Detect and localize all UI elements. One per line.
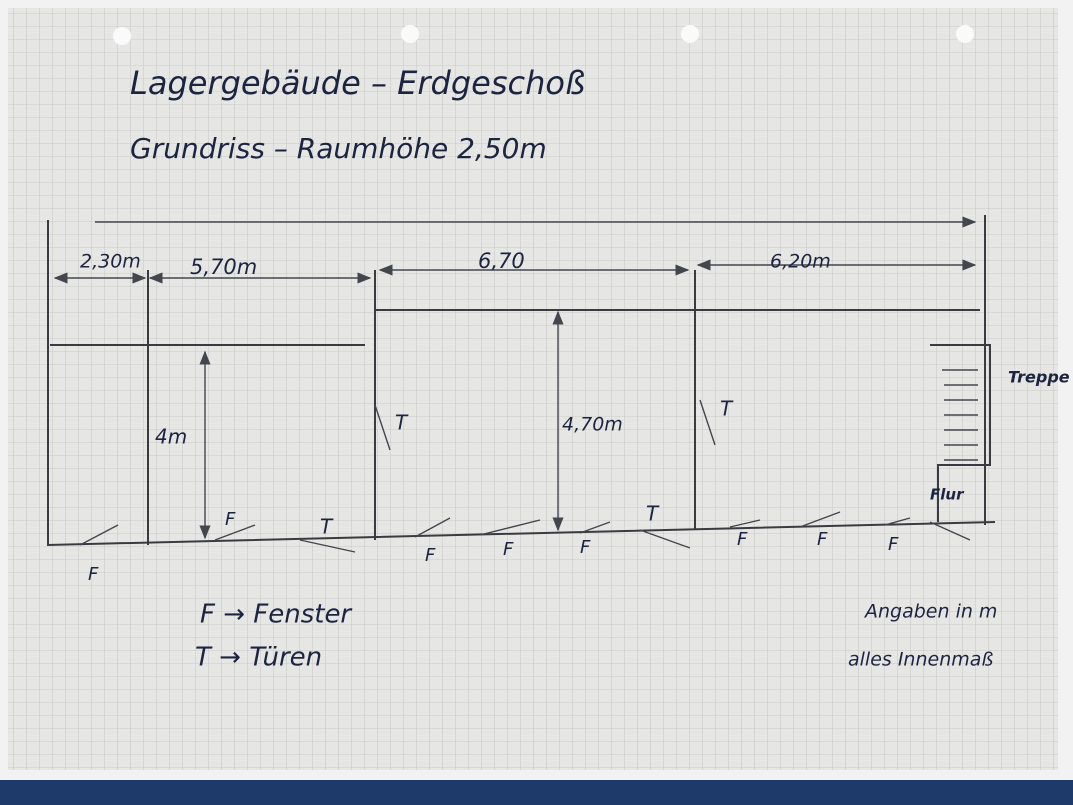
hall-label: Flur: [930, 486, 965, 504]
stairs-label: Treppe: [1008, 368, 1070, 387]
dimension-label: 2,30m: [80, 251, 141, 273]
window-mark: F: [888, 534, 899, 555]
door-mark: T: [320, 515, 334, 539]
grid-paper: [8, 8, 1058, 770]
dimension-label: 4m: [155, 425, 187, 449]
window-mark: F: [817, 529, 828, 550]
window-mark: F: [425, 545, 436, 566]
dimension-lines: [53, 216, 977, 540]
window-mark: F: [225, 509, 236, 530]
openings: [79, 399, 971, 553]
note: Angaben in m: [863, 601, 997, 623]
legend-item: T → Türen: [195, 643, 322, 673]
door-mark: T: [720, 397, 734, 421]
table-edge: [0, 780, 1073, 805]
title: Lagergebäude – Erdgeschoß: [130, 64, 585, 102]
legend-item: F → Fenster: [200, 600, 353, 630]
dimension-label: 6,70: [478, 249, 525, 273]
dimension-label: 6,20m: [770, 251, 831, 273]
door-mark: T: [395, 411, 409, 435]
window-mark: F: [737, 529, 748, 550]
dimension-label: 4,70m: [562, 414, 623, 436]
punch-holes: [113, 25, 974, 45]
stairs: [942, 369, 978, 461]
door-mark: T: [646, 502, 660, 526]
subtitle: Grundriss – Raumhöhe 2,50m: [130, 132, 547, 165]
window-mark: F: [580, 537, 591, 558]
note: alles Innenmaß: [848, 649, 993, 671]
window-mark: F: [88, 564, 99, 585]
dimension-label: 5,70m: [190, 255, 257, 279]
window-mark: F: [503, 539, 514, 560]
